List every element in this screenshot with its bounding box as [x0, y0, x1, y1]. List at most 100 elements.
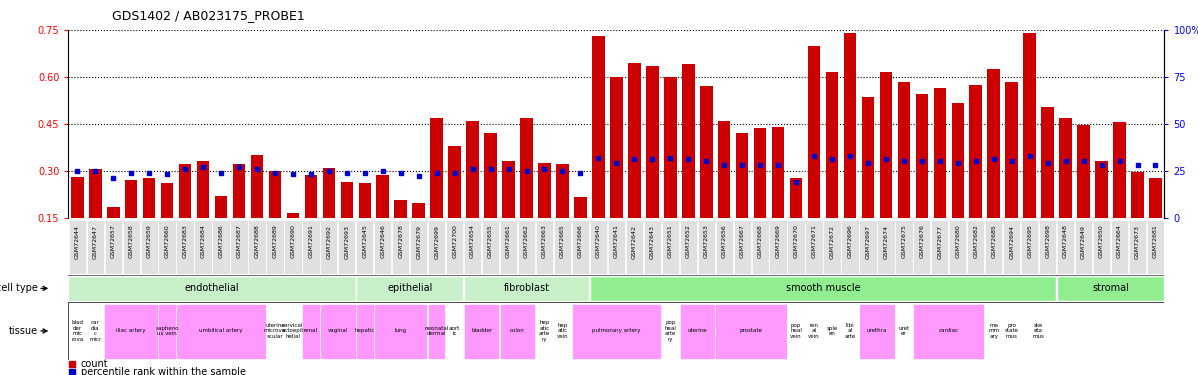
Text: endothelial: endothelial: [184, 284, 240, 293]
FancyBboxPatch shape: [374, 304, 428, 359]
FancyBboxPatch shape: [787, 220, 805, 274]
FancyBboxPatch shape: [320, 304, 356, 359]
Text: GSM72660: GSM72660: [164, 225, 170, 258]
Text: GSM72676: GSM72676: [919, 225, 925, 258]
FancyBboxPatch shape: [571, 220, 589, 274]
Text: GSM72693: GSM72693: [344, 225, 350, 259]
FancyBboxPatch shape: [464, 304, 500, 359]
Bar: [538, 163, 551, 264]
FancyBboxPatch shape: [356, 276, 464, 302]
Text: car
dia
c
micr: car dia c micr: [89, 320, 102, 342]
Bar: [304, 176, 317, 264]
FancyBboxPatch shape: [482, 220, 500, 274]
FancyBboxPatch shape: [841, 304, 859, 359]
FancyBboxPatch shape: [1146, 220, 1164, 274]
Text: smooth muscle: smooth muscle: [786, 284, 860, 293]
Text: GSM72696: GSM72696: [847, 225, 853, 258]
FancyBboxPatch shape: [661, 220, 679, 274]
FancyBboxPatch shape: [284, 304, 302, 359]
Text: GSM72684: GSM72684: [200, 225, 206, 258]
Bar: [502, 161, 515, 264]
Text: GSM72669: GSM72669: [775, 225, 781, 258]
Bar: [286, 213, 300, 264]
Text: ske
eta
mus: ske eta mus: [1033, 322, 1045, 339]
FancyBboxPatch shape: [1111, 220, 1129, 274]
Text: GSM72673: GSM72673: [1135, 225, 1140, 259]
FancyBboxPatch shape: [374, 220, 392, 274]
FancyBboxPatch shape: [715, 220, 733, 274]
FancyBboxPatch shape: [589, 276, 1057, 302]
FancyBboxPatch shape: [86, 304, 104, 359]
Text: epithelial: epithelial: [387, 284, 432, 293]
Text: GSM72692: GSM72692: [326, 225, 332, 259]
FancyBboxPatch shape: [607, 220, 625, 274]
FancyBboxPatch shape: [949, 220, 967, 274]
Text: GSM72685: GSM72685: [991, 225, 997, 258]
Text: cervical
ectoepit
helial: cervical ectoepit helial: [282, 322, 304, 339]
FancyBboxPatch shape: [536, 220, 553, 274]
Bar: [969, 85, 982, 264]
FancyBboxPatch shape: [571, 304, 661, 359]
Bar: [610, 77, 623, 264]
Text: GSM72672: GSM72672: [829, 225, 835, 259]
Bar: [484, 133, 497, 264]
FancyBboxPatch shape: [877, 220, 895, 274]
Text: cardiac: cardiac: [939, 328, 958, 333]
Bar: [879, 72, 893, 264]
FancyBboxPatch shape: [176, 304, 266, 359]
FancyBboxPatch shape: [985, 304, 1003, 359]
FancyBboxPatch shape: [553, 304, 571, 359]
Bar: [736, 133, 749, 264]
Text: GSM72683: GSM72683: [182, 225, 188, 258]
Text: umbilical artery: umbilical artery: [199, 328, 243, 333]
FancyBboxPatch shape: [697, 220, 715, 274]
Text: neonatal
dermal: neonatal dermal: [424, 326, 449, 336]
Text: GSM72686: GSM72686: [218, 225, 224, 258]
FancyBboxPatch shape: [176, 220, 194, 274]
Text: GSM72665: GSM72665: [559, 225, 565, 258]
Text: bladder: bladder: [471, 328, 492, 333]
FancyBboxPatch shape: [679, 220, 697, 274]
FancyBboxPatch shape: [895, 304, 913, 359]
FancyBboxPatch shape: [733, 220, 751, 274]
Bar: [718, 121, 731, 264]
Bar: [628, 63, 641, 264]
Text: GSM72666: GSM72666: [577, 225, 583, 258]
FancyBboxPatch shape: [805, 220, 823, 274]
Text: GSM72667: GSM72667: [739, 225, 745, 258]
Bar: [843, 33, 857, 264]
Text: GSM72700: GSM72700: [452, 225, 458, 258]
Text: pulmonary artery: pulmonary artery: [592, 328, 641, 333]
Text: GSM72645: GSM72645: [362, 225, 368, 258]
FancyBboxPatch shape: [859, 304, 895, 359]
Bar: [268, 171, 282, 264]
Bar: [1041, 106, 1054, 264]
Bar: [1023, 33, 1036, 264]
FancyBboxPatch shape: [859, 220, 877, 274]
FancyBboxPatch shape: [284, 220, 302, 274]
FancyBboxPatch shape: [787, 304, 805, 359]
FancyBboxPatch shape: [1021, 220, 1039, 274]
FancyBboxPatch shape: [1039, 220, 1057, 274]
Text: GSM72680: GSM72680: [955, 225, 961, 258]
Bar: [340, 182, 353, 264]
Text: GSM72671: GSM72671: [811, 225, 817, 258]
FancyBboxPatch shape: [625, 220, 643, 274]
Text: renal: renal: [304, 328, 317, 333]
FancyBboxPatch shape: [266, 304, 284, 359]
FancyBboxPatch shape: [1129, 220, 1146, 274]
Text: GSM72679: GSM72679: [416, 225, 422, 259]
Bar: [196, 161, 210, 264]
Bar: [1131, 172, 1144, 264]
Text: GSM72643: GSM72643: [649, 225, 655, 259]
Text: GSM72663: GSM72663: [541, 225, 547, 258]
FancyBboxPatch shape: [446, 220, 464, 274]
Text: GSM72661: GSM72661: [506, 225, 512, 258]
FancyBboxPatch shape: [428, 220, 446, 274]
FancyBboxPatch shape: [931, 220, 949, 274]
FancyBboxPatch shape: [679, 304, 715, 359]
FancyBboxPatch shape: [769, 220, 787, 274]
FancyBboxPatch shape: [1057, 220, 1075, 274]
FancyBboxPatch shape: [356, 220, 374, 274]
FancyBboxPatch shape: [428, 304, 446, 359]
